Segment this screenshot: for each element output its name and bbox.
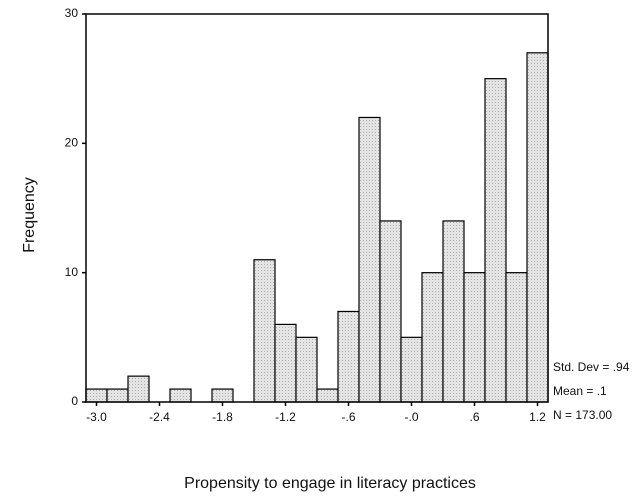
x-tick-label: -2.4 <box>149 410 170 424</box>
bar <box>295 336 318 403</box>
bar <box>106 388 129 403</box>
bar <box>316 388 339 403</box>
bar <box>211 388 234 403</box>
bar <box>379 220 402 403</box>
x-tick-label: .6 <box>469 410 479 424</box>
bar <box>127 375 150 403</box>
bar <box>169 388 192 403</box>
bar <box>484 78 507 403</box>
bar <box>274 323 297 403</box>
x-tick-label: 1.2 <box>529 410 546 424</box>
y-axis-label: Frequency <box>21 177 38 253</box>
plot-frame <box>85 13 549 403</box>
bar <box>358 116 381 403</box>
annotation: Std. Dev = .94 <box>553 360 630 374</box>
bar <box>463 272 486 403</box>
bar <box>253 259 276 403</box>
x-axis-label: Propensity to engage in literacy practic… <box>184 475 476 492</box>
bar <box>505 272 528 403</box>
bar <box>400 336 423 403</box>
annotation: N = 173.00 <box>553 408 612 422</box>
x-tick-label: -.0 <box>404 410 418 424</box>
x-tick-label: -.6 <box>341 410 355 424</box>
bar <box>337 310 360 403</box>
bar <box>442 220 465 403</box>
annotation: Mean = .1 <box>553 384 607 398</box>
y-tick-label: 0 <box>71 394 78 408</box>
bar <box>85 388 108 403</box>
y-tick-label: 30 <box>65 6 79 20</box>
x-tick-label: -3.0 <box>86 410 107 424</box>
bar <box>526 52 549 403</box>
bar <box>421 272 444 403</box>
y-tick-label: 10 <box>65 265 79 279</box>
y-tick-label: 20 <box>65 136 79 150</box>
x-tick-label: -1.2 <box>275 410 296 424</box>
x-tick-label: -1.8 <box>212 410 233 424</box>
